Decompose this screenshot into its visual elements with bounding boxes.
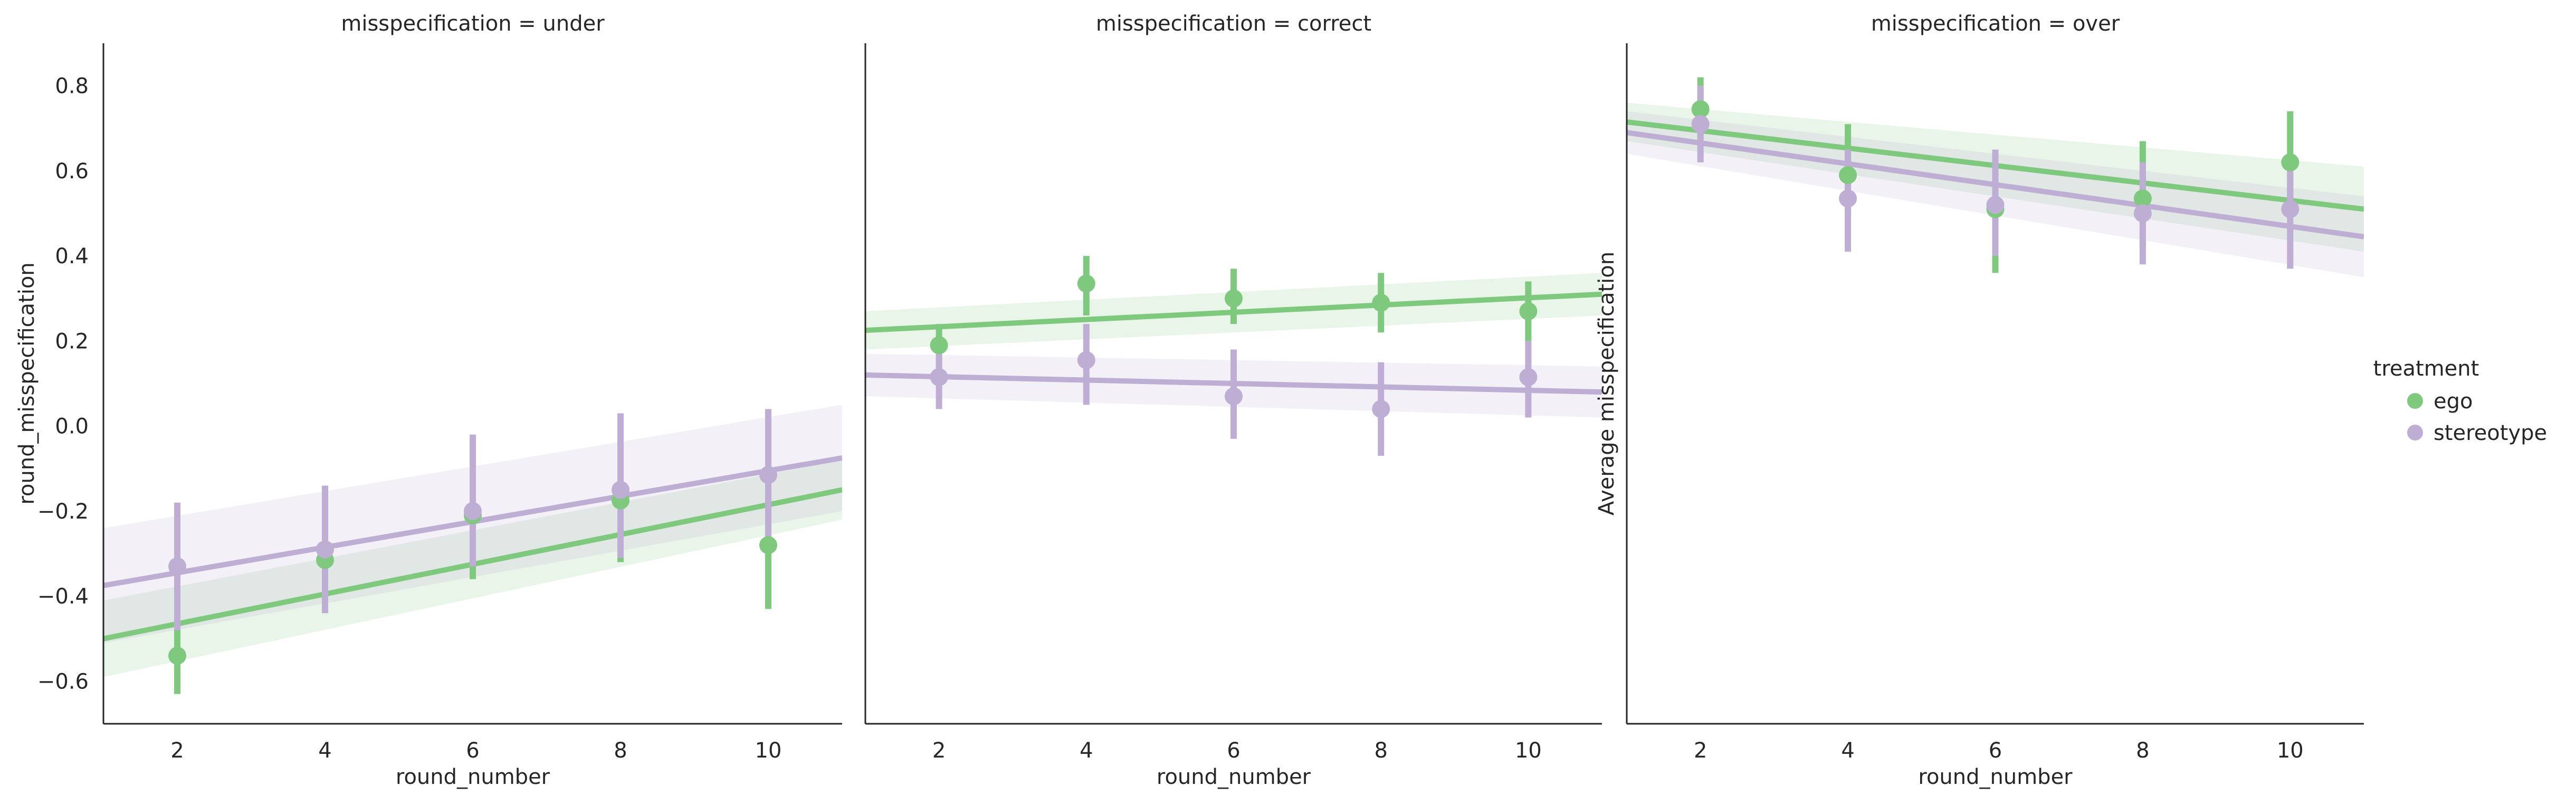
data-point-stereotype xyxy=(1225,387,1243,406)
x-tick-label: 8 xyxy=(614,739,627,763)
data-point-ego xyxy=(1691,100,1710,118)
x-tick-label: 8 xyxy=(2136,739,2149,763)
data-point-stereotype xyxy=(1986,196,2005,214)
data-point-ego xyxy=(930,336,948,354)
legend-label-ego: ego xyxy=(2434,389,2473,414)
x-tick-label: 6 xyxy=(466,739,479,763)
data-point-ego xyxy=(168,647,186,665)
data-point-stereotype xyxy=(1691,115,1710,133)
data-point-ego xyxy=(2133,189,2152,208)
panel-title: misspecification = over xyxy=(1871,12,2120,36)
x-tick-label: 8 xyxy=(1374,739,1387,763)
data-point-ego xyxy=(1372,293,1390,312)
x-tick-label: 10 xyxy=(1515,739,1542,763)
x-tick-label: 2 xyxy=(932,739,946,763)
x-tick-label: 2 xyxy=(170,739,184,763)
data-point-stereotype xyxy=(1372,400,1390,418)
data-point-stereotype xyxy=(759,466,777,484)
plot-area xyxy=(103,405,842,694)
y-tick-label: −0.6 xyxy=(37,669,89,694)
plot-area xyxy=(865,256,1602,456)
data-point-ego xyxy=(1519,302,1538,320)
y-tick-label: 0.0 xyxy=(55,415,89,439)
x-tick-label: 10 xyxy=(755,739,782,763)
data-point-stereotype xyxy=(930,368,948,386)
x-tick-label: 4 xyxy=(1841,739,1854,763)
data-point-stereotype xyxy=(464,502,482,520)
panel-0: misspecification = under 2 4 6 8 10 round_numb… xyxy=(15,12,842,789)
panels-layer: misspecification = under 2 4 6 8 10 round_numb… xyxy=(15,12,2364,789)
legend-item-stereotype: stereotype xyxy=(2407,421,2547,445)
panel-title: misspecification = correct xyxy=(1096,12,1371,36)
data-point-stereotype xyxy=(316,540,334,559)
y-tick-label: −0.2 xyxy=(37,500,89,524)
x-tick-label: 6 xyxy=(1227,739,1240,763)
y-tick-label: 0.6 xyxy=(55,159,89,184)
data-point-ego xyxy=(1077,274,1095,293)
data-point-ego xyxy=(1225,289,1243,308)
x-tick-label: 4 xyxy=(1080,739,1093,763)
data-point-stereotype xyxy=(1519,368,1538,386)
panel-1: misspecification = correct 2 4 6 8 10 round_nu… xyxy=(864,12,1602,789)
x-tick-label: 6 xyxy=(1989,739,2002,763)
legend-item-ego: ego xyxy=(2407,389,2473,414)
x-axis-label: round_number xyxy=(1918,765,2073,789)
data-point-ego xyxy=(2281,153,2300,171)
data-point-stereotype xyxy=(168,557,186,576)
data-point-stereotype xyxy=(1077,351,1095,369)
x-tick-label: 10 xyxy=(2277,739,2304,763)
y-tick-label: 0.4 xyxy=(55,244,89,269)
plot-area xyxy=(1627,77,2364,277)
data-point-ego xyxy=(759,536,777,554)
y-tick-label: 0.8 xyxy=(55,74,89,99)
legend-marker-stereotype xyxy=(2407,425,2423,440)
legend-marker-ego xyxy=(2407,393,2423,409)
x-axis-label: round_number xyxy=(1157,765,1311,789)
data-point-stereotype xyxy=(1839,189,1857,208)
legend-label-stereotype: stereotype xyxy=(2434,421,2547,445)
y-tick-label: −0.4 xyxy=(37,584,89,609)
data-point-stereotype xyxy=(2281,200,2300,218)
data-point-ego xyxy=(1839,166,1857,184)
legend-title: treatment xyxy=(2373,357,2479,381)
x-axis-label: round_number xyxy=(396,765,550,789)
panel-title: misspecification = under xyxy=(341,12,605,36)
x-tick-label: 2 xyxy=(1694,739,1707,763)
y-axis-label-average: Average misspecification xyxy=(1595,252,1619,515)
legend: treatment ego stereotype xyxy=(2373,357,2547,445)
x-tick-label: 4 xyxy=(318,739,331,763)
panel-2: misspecification = over 2 4 6 8 10 round_numbe… xyxy=(1626,12,2364,789)
y-tick-label: 0.2 xyxy=(55,329,89,353)
data-point-stereotype xyxy=(612,481,629,499)
y-axis-label: round_misspecification xyxy=(15,262,39,504)
data-point-stereotype xyxy=(2133,204,2152,223)
